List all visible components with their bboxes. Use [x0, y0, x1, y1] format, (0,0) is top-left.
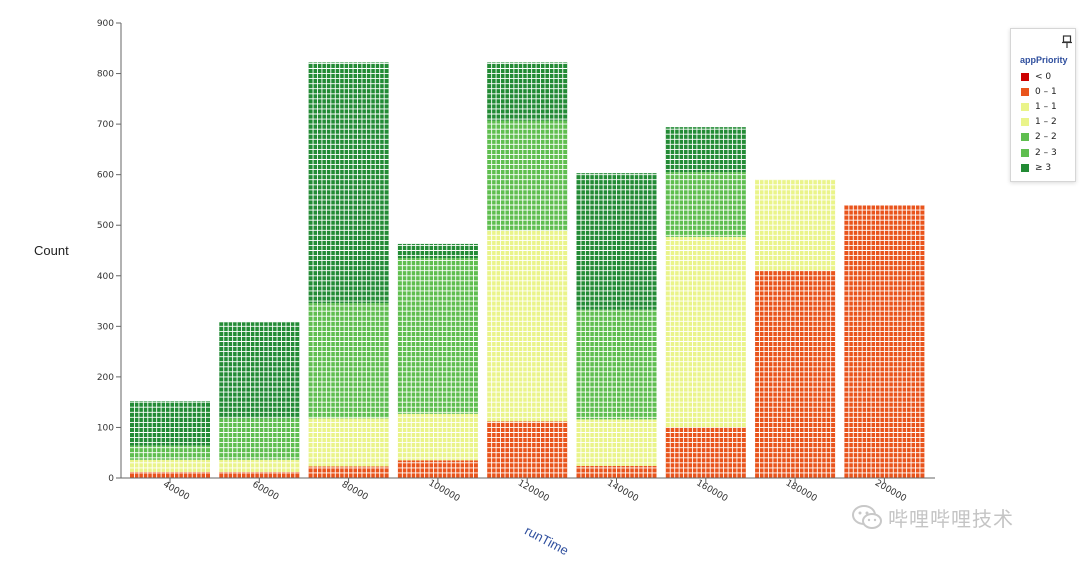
bar-stack-40000[interactable]: [130, 401, 210, 478]
x-tick-label: 40000: [161, 480, 191, 503]
y-tick-label: 500: [97, 221, 114, 231]
legend-label: 1 – 2: [1035, 117, 1057, 128]
waffle-grid-180000: [755, 179, 836, 478]
axes: [120, 23, 935, 479]
legend-label: 0 – 1: [1035, 86, 1057, 97]
y-tick-label: 700: [97, 120, 114, 130]
y-axis-ticks: 0 100 200 300 400 500 600 700 800 900: [97, 19, 121, 484]
bar-stack-80000[interactable]: [308, 62, 389, 478]
x-axis-ticks: 40000 60000 80000 100000 120000 140000 160000 1…: [161, 478, 908, 504]
y-tick-label: 200: [97, 373, 114, 383]
watermark: 哔哩哔哩技术: [850, 502, 1014, 532]
bar-layer: [130, 62, 925, 478]
y-tick-label: 900: [97, 19, 114, 29]
y-tick-label: 400: [97, 272, 114, 282]
legend-swatch: [1021, 163, 1029, 172]
x-axis-title: runTime: [522, 523, 571, 558]
y-tick-label: 800: [97, 70, 114, 80]
legend-items: < 0 0 – 1 1 – 1 1 – 2 2 – 2 2 – 3 ≥ 3: [1021, 69, 1057, 175]
legend-swatch: [1021, 118, 1029, 127]
legend-item[interactable]: 2 – 2: [1021, 130, 1057, 145]
legend-label: 2 – 2: [1035, 132, 1057, 143]
bar-stack-120000[interactable]: [487, 62, 568, 478]
bar-stack-100000[interactable]: [397, 243, 478, 478]
waffle-grid-60000: [219, 322, 300, 478]
legend-swatch: [1021, 72, 1029, 81]
bar-stack-180000[interactable]: [755, 179, 836, 478]
y-tick-label: 600: [97, 171, 114, 181]
legend-swatch: [1021, 102, 1029, 111]
legend-swatch: [1021, 148, 1029, 157]
legend-item[interactable]: < 0: [1021, 69, 1057, 84]
bar-stack-140000[interactable]: [576, 173, 657, 478]
legend-swatch: [1021, 87, 1029, 96]
y-tick-label: 300: [97, 322, 114, 332]
pin-icon[interactable]: [1061, 35, 1073, 49]
legend-item[interactable]: ≥ 3: [1021, 160, 1057, 175]
y-tick-label: 0: [108, 474, 114, 484]
bar-stack-60000[interactable]: [219, 322, 300, 478]
y-tick-label: 100: [97, 423, 114, 433]
legend-item[interactable]: 2 – 3: [1021, 145, 1057, 160]
x-tick-label: 80000: [340, 480, 370, 503]
waffle-grid-100000: [397, 243, 478, 478]
legend-label: < 0: [1035, 71, 1052, 82]
waffle-grid-80000: [308, 62, 389, 478]
legend-title: appPriority: [1020, 55, 1068, 65]
waffle-grid-40000: [130, 401, 210, 478]
legend-swatch: [1021, 133, 1029, 142]
legend-item[interactable]: 0 – 1: [1021, 84, 1057, 99]
legend-label: 2 – 3: [1035, 147, 1057, 158]
watermark-text: 哔哩哔哩技术: [888, 506, 1014, 531]
x-tick-label: 120000: [516, 478, 551, 504]
bar-stack-200000[interactable]: [844, 204, 925, 478]
waffle-grid-120000: [487, 62, 568, 478]
legend-item[interactable]: 1 – 1: [1021, 99, 1057, 114]
legend-item[interactable]: 1 – 2: [1021, 115, 1057, 130]
waffle-grid-160000: [665, 127, 746, 478]
bar-stack-160000[interactable]: [665, 127, 746, 478]
x-tick-label: 180000: [784, 478, 819, 504]
y-axis-title: Count: [34, 243, 69, 258]
x-tick-label: 140000: [605, 478, 640, 504]
legend-label: ≥ 3: [1035, 162, 1052, 173]
legend: appPriority < 0 0 – 1 1 – 1 1 – 2 2 – 2 2 – 3…: [1010, 28, 1076, 182]
x-tick-label: 60000: [250, 480, 280, 503]
x-tick-label: 160000: [694, 478, 729, 504]
x-tick-label: 100000: [427, 478, 462, 504]
waffle-grid-200000: [844, 204, 925, 478]
x-tick-label: 200000: [873, 478, 908, 504]
legend-label: 1 – 1: [1035, 101, 1057, 112]
wechat-icon: [852, 505, 882, 529]
waffle-grid-140000: [576, 173, 657, 478]
